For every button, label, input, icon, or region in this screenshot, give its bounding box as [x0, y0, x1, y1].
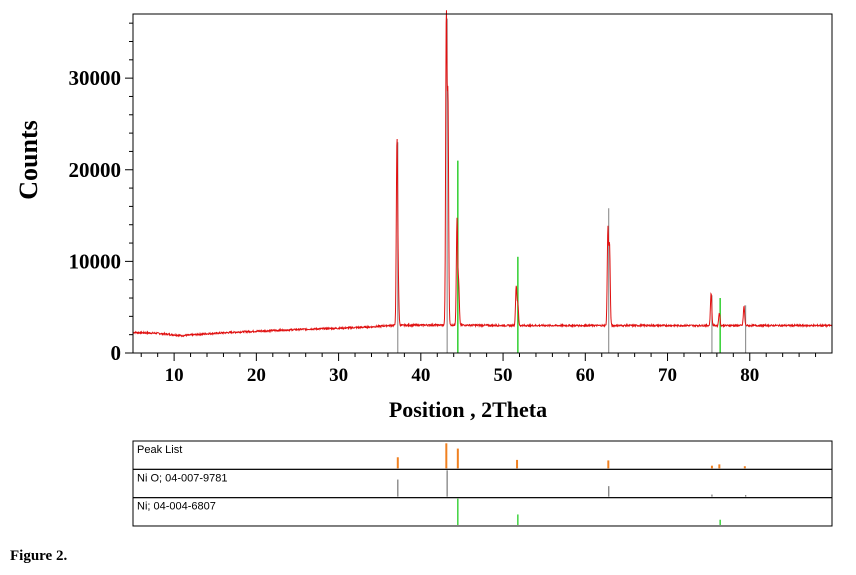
figure-caption: Figure 2.	[10, 548, 68, 564]
peak-panel-frame	[132, 497, 833, 527]
y-tick-label: 20000	[69, 158, 122, 182]
x-tick-label: 60	[576, 365, 595, 386]
peak-panel-label: Ni; 04-004-6807	[137, 501, 216, 513]
y-tick-label: 30000	[69, 66, 122, 90]
x-tick-label: 70	[658, 365, 677, 386]
peak-panel-2: Ni; 04-004-6807	[132, 497, 833, 527]
x-tick-label: 80	[740, 365, 759, 386]
y-tick-label: 0	[111, 341, 122, 365]
y-tick-label: 10000	[69, 249, 122, 273]
x-tick-label: 10	[165, 365, 184, 386]
x-tick-label: 40	[411, 365, 430, 386]
y-axis-ticks: 0 10000 20000 30000	[69, 22, 133, 365]
x-tick-label: 30	[329, 365, 348, 386]
peak-panel-frame	[132, 440, 833, 470]
x-axis-title: Position , 2Theta	[389, 397, 547, 422]
peak-panel-label: Peak List	[137, 444, 182, 456]
x-tick-label: 20	[247, 365, 266, 386]
peak-panel-1: Ni O; 04-007-9781	[132, 468, 833, 499]
xrd-chart: 10 20 30 40 50 60 70 80 0 10000 20000 30000 Positi…	[14, 10, 833, 422]
x-tick-label: 50	[494, 365, 513, 386]
plot-frame	[132, 13, 833, 354]
diffraction-pattern-line	[132, 10, 832, 338]
x-axis-ticks: 10 20 30 40 50 60 70 80	[140, 353, 817, 386]
peak-panel-frame	[132, 468, 833, 499]
y-axis-title: Counts	[14, 120, 43, 199]
peak-panel-label: Ni O; 04-007-9781	[137, 472, 228, 484]
peak-list-panels: Peak List Ni O; 04-007-9781 Ni; 04-004-680…	[132, 440, 833, 527]
peak-panel-0: Peak List	[132, 440, 833, 470]
